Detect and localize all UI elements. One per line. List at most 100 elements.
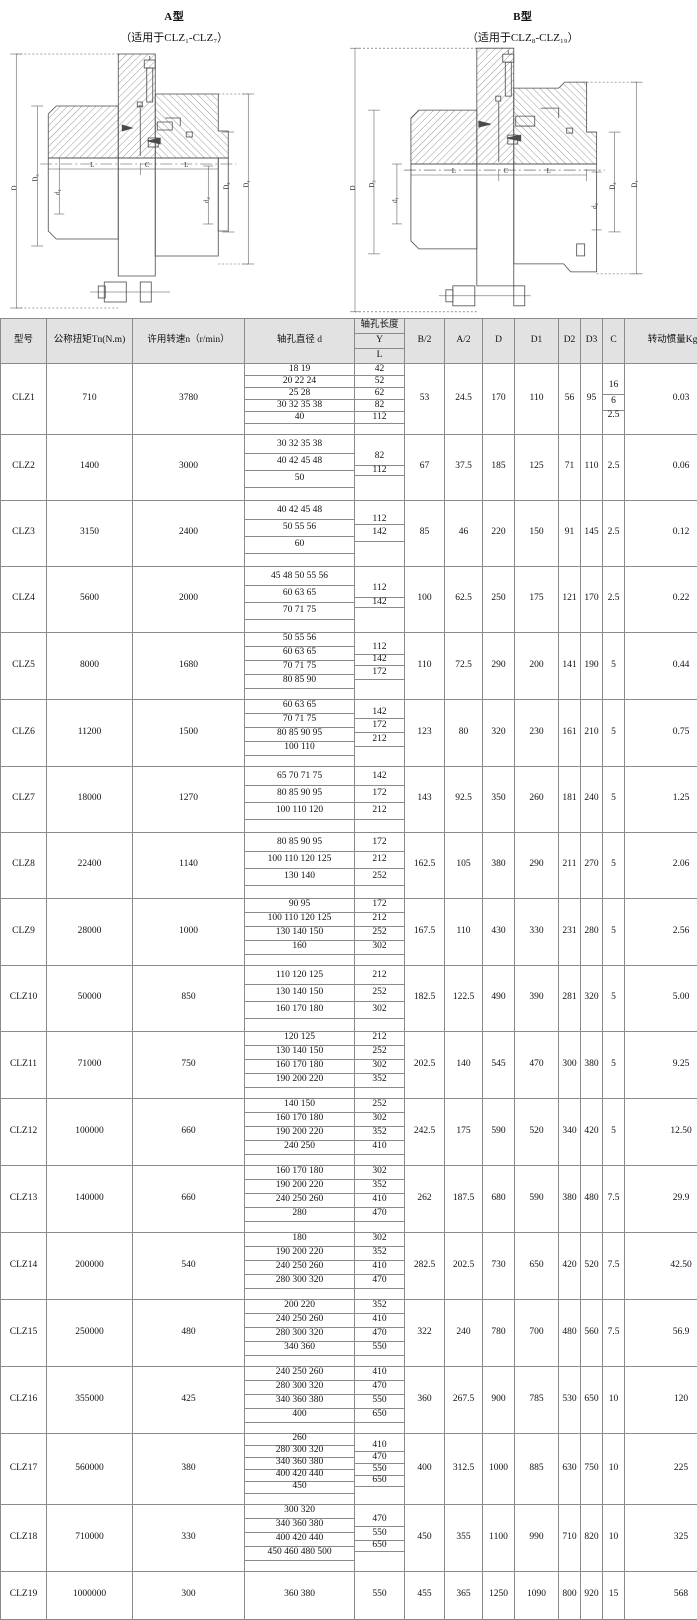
cell-torque: 71000 <box>47 1031 133 1098</box>
cell-model: CLZ7 <box>1 766 47 832</box>
bore-length-value: 212 <box>355 802 404 819</box>
dim-label-L-left: L <box>451 167 455 175</box>
dim-label-C: C <box>503 167 508 175</box>
cell-speed: 2400 <box>133 500 245 566</box>
cell-speed: 540 <box>133 1232 245 1299</box>
cell-d3: 170 <box>581 566 603 632</box>
table-header-row: 型号 公称扭矩Tn(N.m) 许用转速n（r/min） 轴孔直径 d 轴孔长度 … <box>1 319 697 364</box>
bore-spacer <box>245 487 354 497</box>
cell-model: CLZ4 <box>1 566 47 632</box>
cell-b2: 322 <box>405 1299 445 1366</box>
cell-model: CLZ18 <box>1 1504 47 1571</box>
bore-diameter-value: 70 71 75 <box>245 602 354 619</box>
cell-b2: 100 <box>405 566 445 632</box>
bore-diameter-value: 340 360 <box>245 1341 354 1355</box>
cell-model: CLZ9 <box>1 898 47 965</box>
cell-torque: 8000 <box>47 632 133 699</box>
cell-b2: 282.5 <box>405 1232 445 1299</box>
header-torque: 公称扭矩Tn(N.m) <box>47 319 133 364</box>
cell-model: CLZ19 <box>1 1571 47 1619</box>
dim-label-D1: D₁ <box>242 180 250 188</box>
cell-c: 10 <box>603 1366 625 1433</box>
dim-label-d1: d₁ <box>390 197 398 203</box>
bore-diameter-value: 160 <box>245 940 354 954</box>
bore-diameter-value: 50 55 56 <box>245 519 354 536</box>
bore-length-value: 470 <box>355 1274 404 1288</box>
cell-b2: 143 <box>405 766 445 832</box>
bore-length-value: 142 <box>355 597 404 608</box>
bore-spacer <box>355 1422 404 1432</box>
bore-diameter-value: 160 170 180 <box>245 1001 354 1018</box>
cell-d1: 650 <box>515 1232 559 1299</box>
bore-spacer <box>245 1018 354 1028</box>
cell-torque: 22400 <box>47 832 133 898</box>
cell-speed: 660 <box>133 1098 245 1165</box>
header-d3: D3 <box>581 319 603 364</box>
bore-diameter-value: 340 360 380 <box>245 1518 354 1532</box>
bore-diameter-value: 30 32 35 38 <box>245 437 354 454</box>
drawing-b-subtitle: （适用于CLZ₈-CLZ₁₉） <box>349 29 697 45</box>
cell-d: 430 <box>483 898 515 965</box>
bore-length-value: 650 <box>355 1408 404 1422</box>
cell-c: 5 <box>603 965 625 1031</box>
bore-diameter-value: 160 170 180 <box>245 1059 354 1073</box>
cell-b2: 162.5 <box>405 832 445 898</box>
cell-c: 5 <box>603 632 625 699</box>
bore-diameter-value: 20 22 24 <box>245 376 354 388</box>
bore-diameter-value: 45 48 50 55 56 <box>245 569 354 586</box>
cell-c: 10 <box>603 1504 625 1571</box>
bore-length-value: 112 <box>355 465 404 476</box>
bore-length-value: 650 <box>355 1476 404 1487</box>
cell-d2: 161 <box>559 699 581 766</box>
cell-b2: 400 <box>405 1433 445 1504</box>
dim-label-L-right: L <box>546 167 550 175</box>
drawing-type-a: A型 （适用于CLZ₁-CLZ₇） <box>0 0 349 318</box>
dim-label-L-left: L <box>90 161 94 169</box>
bore-diameter-value: 30 32 35 38 <box>245 400 354 412</box>
cell-model: CLZ1 <box>1 364 47 435</box>
bore-diameter-value: 240 250 260 <box>245 1313 354 1327</box>
cell-b2: 123 <box>405 699 445 766</box>
bore-diameter-value: 100 110 120 <box>245 802 354 819</box>
bore-diameter-value: 50 <box>245 470 354 487</box>
cell-torque: 560000 <box>47 1433 133 1504</box>
cell-torque: 18000 <box>47 766 133 832</box>
cell-a2: 267.5 <box>445 1366 483 1433</box>
cell-d: 185 <box>483 434 515 500</box>
bore-diameter-value: 70 71 75 <box>245 713 354 727</box>
cell-a2: 72.5 <box>445 632 483 699</box>
bore-spacer <box>355 476 404 486</box>
bore-spacer <box>355 680 404 690</box>
bore-diameter-value: 190 200 220 <box>245 1246 354 1260</box>
cell-inertia: 225 <box>625 1433 697 1504</box>
bore-diameter-value: 240 250 260 <box>245 1367 354 1381</box>
bore-spacer <box>355 1154 404 1164</box>
bore-diameter-value: 130 140 150 <box>245 926 354 940</box>
cell-a2: 312.5 <box>445 1433 483 1504</box>
bore-spacer <box>355 1487 404 1497</box>
cell-d1: 230 <box>515 699 559 766</box>
header-model: 型号 <box>1 319 47 364</box>
cell-inertia: 0.75 <box>625 699 697 766</box>
bore-length-value: 352 <box>355 1126 404 1140</box>
bore-spacer <box>245 1422 354 1432</box>
bore-diameter-value: 130 140 150 <box>245 1045 354 1059</box>
bore-length-value: 410 <box>355 1367 404 1381</box>
bore-length-value: 352 <box>355 1300 404 1314</box>
bore-length-value: 470 <box>355 1327 404 1341</box>
cell-d1: 390 <box>515 965 559 1031</box>
bore-spacer <box>355 1221 404 1231</box>
